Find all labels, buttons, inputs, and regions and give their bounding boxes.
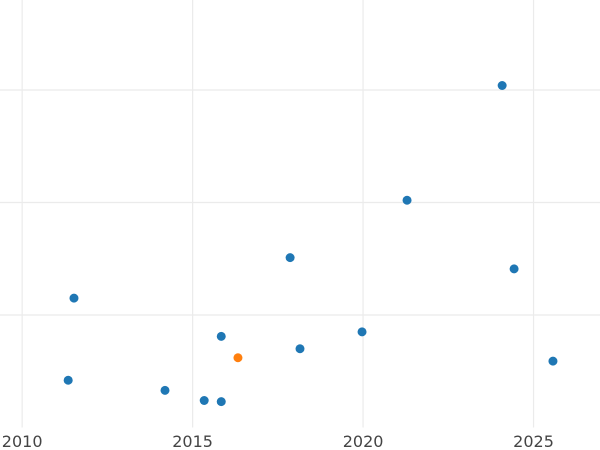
data-point — [285, 253, 295, 263]
x-tick-label: 2015 — [172, 432, 213, 450]
points — [63, 81, 558, 407]
highlighted-point — [233, 353, 243, 363]
x-tick-labels: 2010 2015 2020 2025 — [2, 432, 554, 450]
data-point — [357, 327, 367, 337]
data-point — [160, 385, 170, 395]
data-point — [548, 356, 558, 366]
x-tick-label: 2020 — [343, 432, 384, 450]
data-point — [216, 331, 226, 341]
data-point — [63, 375, 73, 385]
data-point — [69, 293, 79, 303]
x-tick-label: 2025 — [513, 432, 554, 450]
data-point — [199, 396, 209, 405]
data-point — [216, 397, 226, 407]
data-point — [295, 344, 305, 354]
x-tick-label: 2010 — [2, 432, 43, 450]
grid — [0, 0, 600, 428]
data-point — [509, 264, 519, 274]
data-point — [402, 195, 412, 205]
data-point — [497, 81, 507, 90]
